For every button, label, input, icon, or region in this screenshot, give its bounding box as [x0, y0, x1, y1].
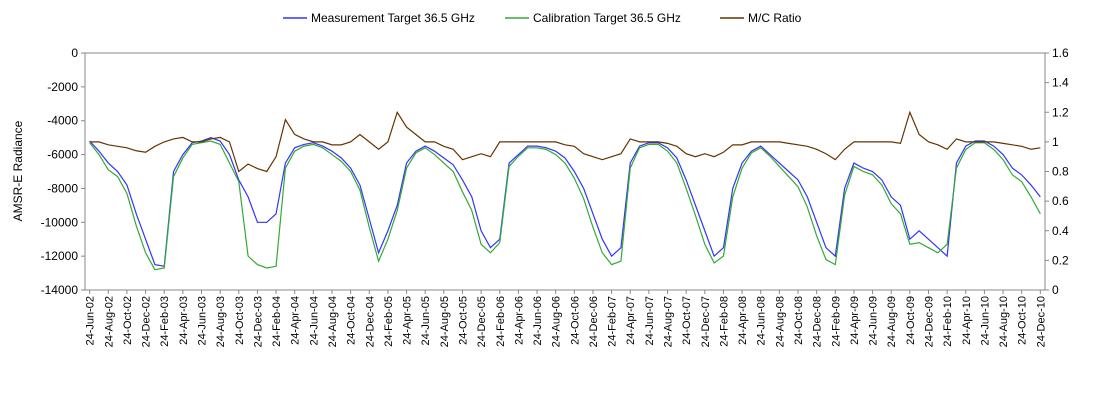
- y2-tick-label: 0.8: [1052, 165, 1069, 179]
- x-tick-label: 24-Dec-02: [141, 296, 153, 347]
- x-tick-label: 24-Oct-03: [234, 296, 246, 345]
- x-tick-label: 24-Feb-07: [607, 296, 619, 347]
- x-tick-label: 24-Jun-04: [308, 296, 320, 346]
- y2-tick-label: 1.4: [1052, 76, 1069, 90]
- x-tick-label: 24-Feb-03: [159, 296, 171, 347]
- x-tick-label: 24-Aug-08: [774, 296, 786, 347]
- legend-label: Calibration Target 36.5 GHz: [533, 11, 681, 25]
- x-tick-label: 24-Apr-03: [178, 296, 190, 345]
- x-tick-label: 24-Oct-08: [793, 296, 805, 345]
- x-tick-label: 24-Aug-06: [551, 296, 563, 347]
- y-tick-label: -10000: [41, 215, 79, 229]
- x-tick-label: 24-Dec-09: [923, 296, 935, 347]
- x-tick-label: 24-Aug-04: [327, 296, 339, 347]
- series-line: [89, 140, 1041, 271]
- x-tick-label: 24-Feb-10: [942, 296, 954, 347]
- x-tick-label: 24-Oct-05: [457, 296, 469, 345]
- y-axis-label: AMSR-E Radiance: [11, 120, 25, 221]
- x-tick-label: 24-Dec-06: [588, 296, 600, 347]
- y-tick-label: -12000: [41, 249, 79, 263]
- legend-label: Measurement Target 36.5 GHz: [311, 11, 475, 25]
- x-tick-label: 24-Aug-02: [103, 296, 115, 347]
- y-tick-label: -14000: [41, 283, 79, 297]
- x-tick-label: 24-Oct-04: [346, 296, 358, 345]
- series-line: [89, 110, 1041, 173]
- x-tick-label: 24-Apr-10: [961, 296, 973, 345]
- x-tick-label: 24-Jun-08: [756, 296, 768, 346]
- x-tick-label: 24-Dec-10: [1035, 296, 1047, 347]
- x-tick-label: 24-Aug-07: [663, 296, 675, 347]
- y2-tick-label: 0: [1052, 283, 1059, 297]
- legend-label: M/C Ratio: [748, 11, 802, 25]
- x-tick-label: 24-Oct-06: [569, 296, 581, 345]
- x-tick-label: 24-Jun-07: [644, 296, 656, 346]
- y-tick-label: -8000: [47, 181, 78, 195]
- x-tick-label: 24-Jun-05: [420, 296, 432, 346]
- x-tick-label: 24-Jun-02: [85, 296, 97, 346]
- x-tick-label: 24-Feb-06: [495, 296, 507, 347]
- y2-tick-label: 1: [1052, 135, 1059, 149]
- x-tick-label: 24-Dec-04: [364, 296, 376, 347]
- x-tick-label: 24-Feb-09: [830, 296, 842, 347]
- x-tick-label: 24-Dec-08: [812, 296, 824, 347]
- x-tick-label: 24-Jun-06: [532, 296, 544, 346]
- y-tick-label: -6000: [47, 148, 78, 162]
- x-tick-label: 24-Aug-09: [886, 296, 898, 347]
- x-tick-label: 24-Aug-03: [215, 296, 227, 347]
- x-tick-label: 24-Apr-06: [513, 296, 525, 345]
- x-tick-label: 24-Aug-10: [998, 296, 1010, 347]
- x-tick-label: 24-Dec-05: [476, 296, 488, 347]
- x-tick-label: 24-Dec-07: [700, 296, 712, 347]
- x-tick-label: 24-Oct-10: [1017, 296, 1029, 345]
- x-tick-label: 24-Apr-09: [849, 296, 861, 345]
- y2-tick-label: 1.6: [1052, 46, 1069, 60]
- x-tick-label: 24-Feb-08: [718, 296, 730, 347]
- y2-tick-label: 1.2: [1052, 105, 1069, 119]
- x-tick-label: 24-Jun-10: [979, 296, 991, 346]
- x-tick-label: 24-Apr-08: [737, 296, 749, 345]
- series-line: [89, 137, 1041, 268]
- x-tick-label: 24-Dec-03: [252, 296, 264, 347]
- x-tick-label: 24-Jun-03: [197, 296, 209, 346]
- y-tick-label: 0: [71, 46, 78, 60]
- x-tick-label: 24-Oct-02: [122, 296, 134, 345]
- y2-tick-label: 0.6: [1052, 194, 1069, 208]
- x-tick-label: 24-Feb-04: [271, 296, 283, 347]
- x-tick-label: 24-Apr-05: [402, 296, 414, 345]
- x-tick-label: 24-Oct-07: [681, 296, 693, 345]
- x-tick-label: 24-Aug-05: [439, 296, 451, 347]
- x-tick-label: 24-Feb-05: [383, 296, 395, 347]
- x-tick-label: 24-Apr-04: [290, 296, 302, 345]
- y-tick-label: -4000: [47, 114, 78, 128]
- y2-tick-label: 0.4: [1052, 224, 1069, 238]
- x-tick-label: 24-Apr-07: [625, 296, 637, 345]
- y-tick-label: -2000: [47, 80, 78, 94]
- x-tick-label: 24-Jun-09: [868, 296, 880, 346]
- plot-area: [84, 52, 1046, 291]
- x-tick-label: 24-Oct-09: [905, 296, 917, 345]
- y2-tick-label: 0.2: [1052, 253, 1069, 267]
